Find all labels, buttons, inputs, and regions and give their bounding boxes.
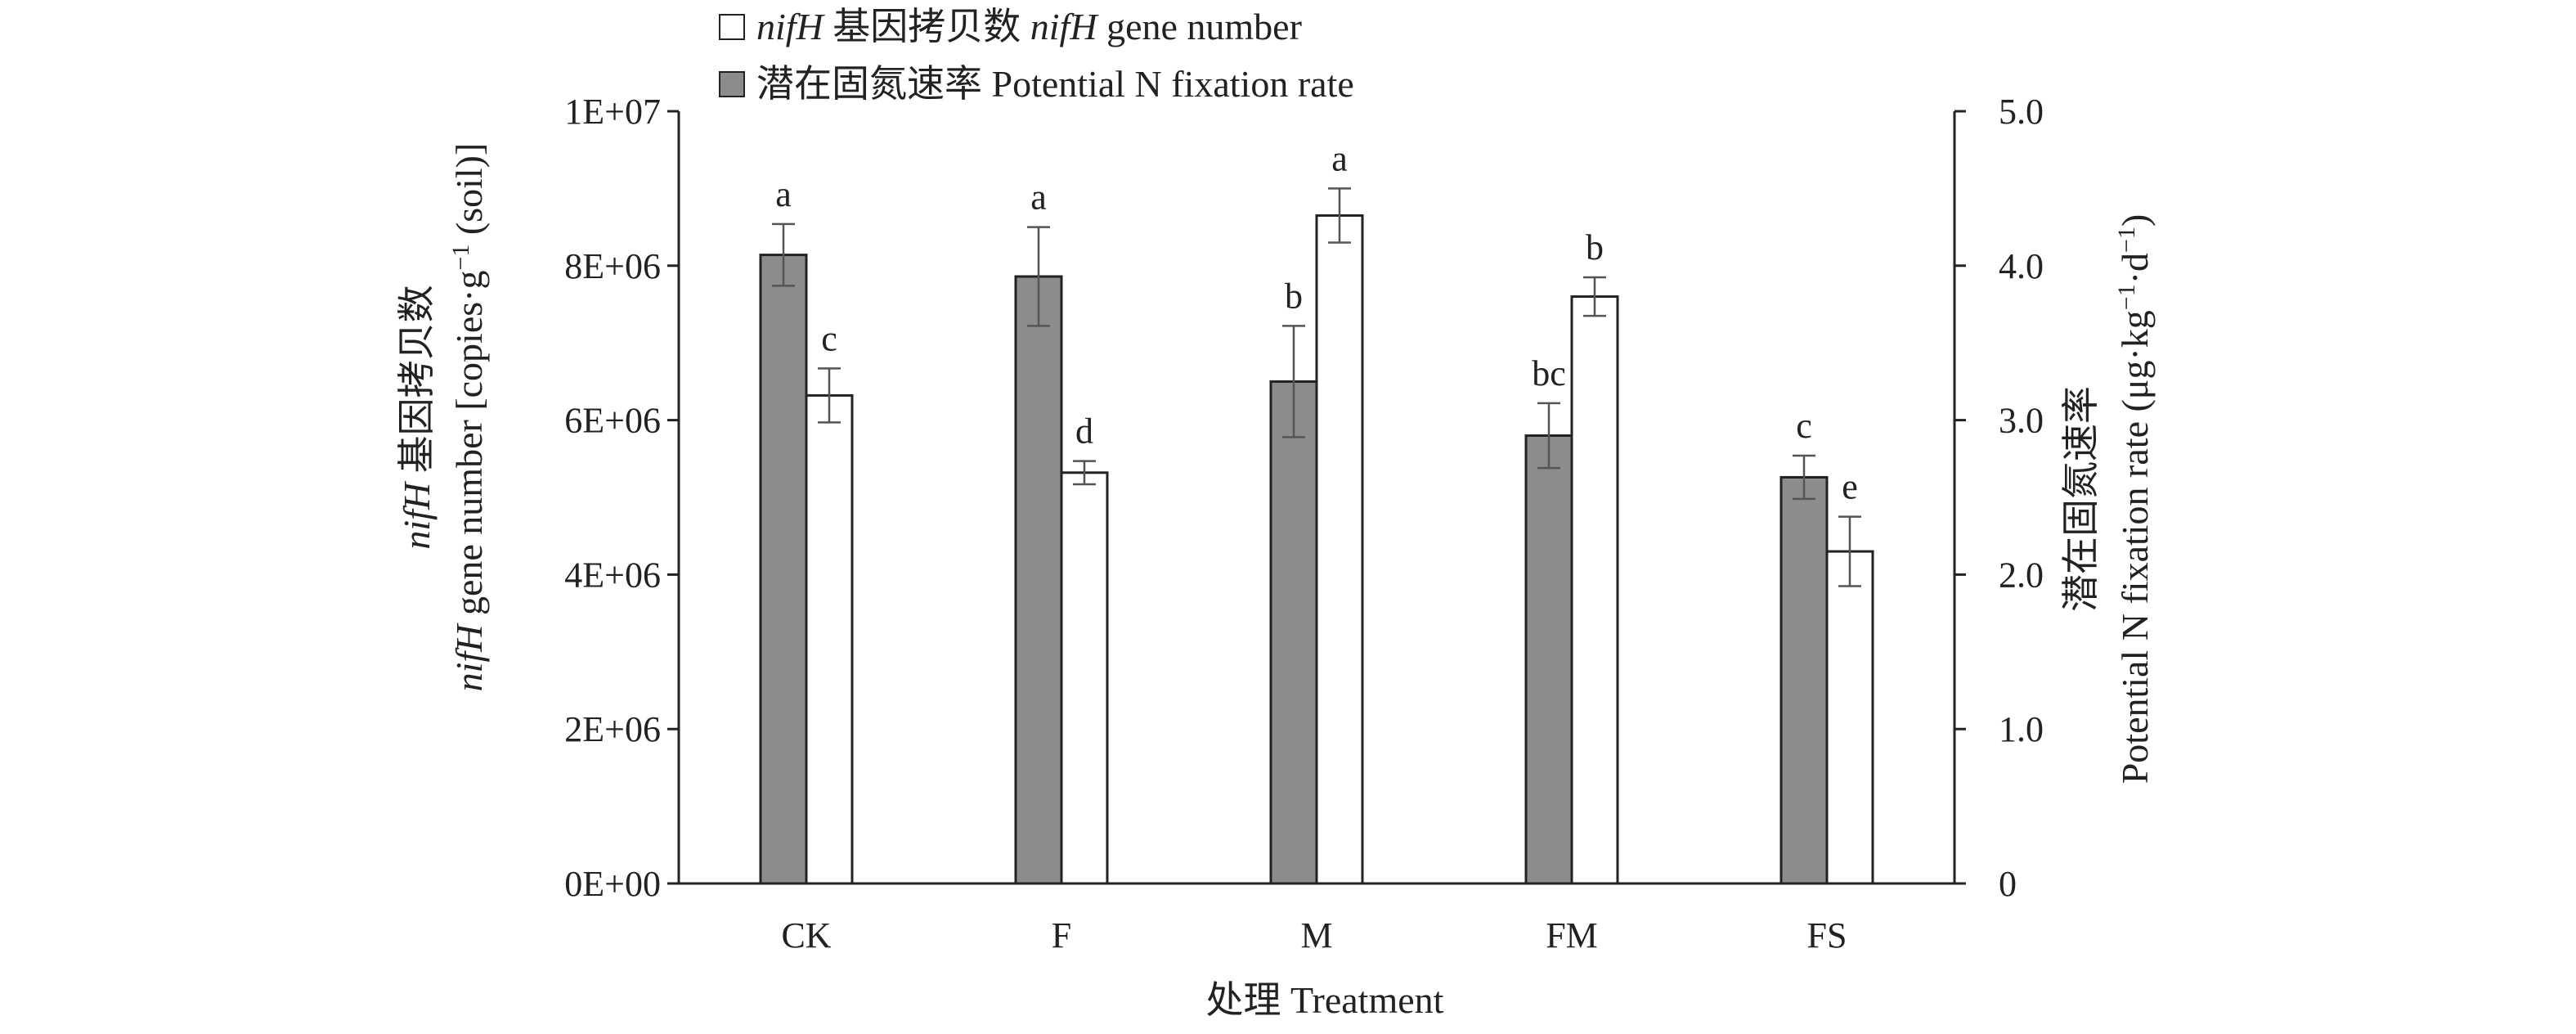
- right-tick-label: 0: [1999, 864, 2017, 904]
- right-tick-label: 5.0: [1999, 92, 2044, 132]
- x-tick-label: F: [1052, 915, 1071, 955]
- significance-letter: b: [1586, 227, 1604, 267]
- x-tick-label: CK: [781, 915, 831, 955]
- legend-swatch-nifh: [719, 14, 745, 40]
- significance-letter: a: [775, 174, 792, 214]
- legend-label-nfix: 潜在固氮速率 Potential N fixation rate: [756, 63, 1354, 105]
- bar-nfix: [1779, 475, 1829, 885]
- right-tick-label: 2.0: [1999, 555, 2044, 595]
- right-axis-title: 潜在固氮速率 Potential N fixation rate (μg·kg−…: [2060, 214, 2156, 784]
- legend-label-nifh-italic2: nifH: [1030, 6, 1100, 47]
- bar-nifh: [1060, 471, 1109, 885]
- significance-letter: b: [1285, 276, 1303, 316]
- bar-nfix: [1269, 380, 1318, 885]
- right-tick-label: 1.0: [1999, 709, 2044, 749]
- x-tick-label: M: [1300, 915, 1332, 955]
- left-axis-title: nifH 基因拷贝数 nifH gene number [copies·g−1 …: [396, 143, 490, 692]
- bar-nifh: [1825, 550, 1874, 885]
- right-tick-label: 3.0: [1999, 401, 2044, 441]
- bar-nifh: [1315, 214, 1364, 885]
- significance-letter: e: [1842, 467, 1858, 507]
- significance-letter: c: [1796, 406, 1812, 446]
- bar-nfix: [1524, 434, 1573, 885]
- x-tick-label: FS: [1807, 915, 1847, 955]
- bar-nifh: [1570, 295, 1619, 885]
- x-tick-label: FM: [1546, 915, 1598, 955]
- left-tick-label: 1E+07: [564, 92, 661, 132]
- bar-nifh: [805, 393, 854, 885]
- significance-letter: a: [1331, 138, 1348, 178]
- significance-letter: c: [821, 318, 837, 358]
- left-tick-label: 6E+06: [564, 401, 661, 441]
- legend-label-nifh-text2: gene number: [1097, 6, 1302, 47]
- left-axis-title-line2: nifH gene number [copies·g−1 (soil)]: [447, 143, 490, 692]
- legend-label-nifh: nifH 基因拷贝数 nifH gene number: [756, 6, 1302, 47]
- significance-letter: bc: [1532, 353, 1566, 393]
- significance-letter: d: [1075, 411, 1093, 452]
- left-tick-label: 8E+06: [564, 246, 661, 286]
- left-axis-title-line1: nifH 基因拷贝数: [396, 285, 438, 549]
- x-axis-title: 处理 Treatment: [1206, 979, 1444, 1021]
- legend-label-nifh-italic: nifH: [756, 6, 826, 47]
- right-axis-title-line2: Potential N fixation rate (μg·kg−1·d−1): [2113, 214, 2156, 784]
- bar-nfix: [759, 254, 808, 885]
- bar-nfix: [1014, 275, 1063, 885]
- axes: 0E+00 2E+06 4E+06 6E+06 8E+06 1E+07 0 1.0 2.0 3.0…: [564, 92, 2044, 955]
- legend: nifH 基因拷贝数 nifH gene number 潜在固氮速率 Poten…: [719, 6, 1354, 105]
- left-tick-label: 2E+06: [564, 709, 661, 749]
- right-tick-label: 4.0: [1999, 246, 2044, 286]
- right-axis-title-line1: 潜在固氮速率: [2060, 386, 2102, 612]
- legend-swatch-nfix: [719, 71, 745, 97]
- left-tick-label: 4E+06: [564, 555, 661, 595]
- significance-letter: a: [1030, 178, 1047, 218]
- legend-label-nifh-text: 基因拷贝数: [824, 6, 1030, 47]
- left-tick-label: 0E+00: [564, 864, 661, 904]
